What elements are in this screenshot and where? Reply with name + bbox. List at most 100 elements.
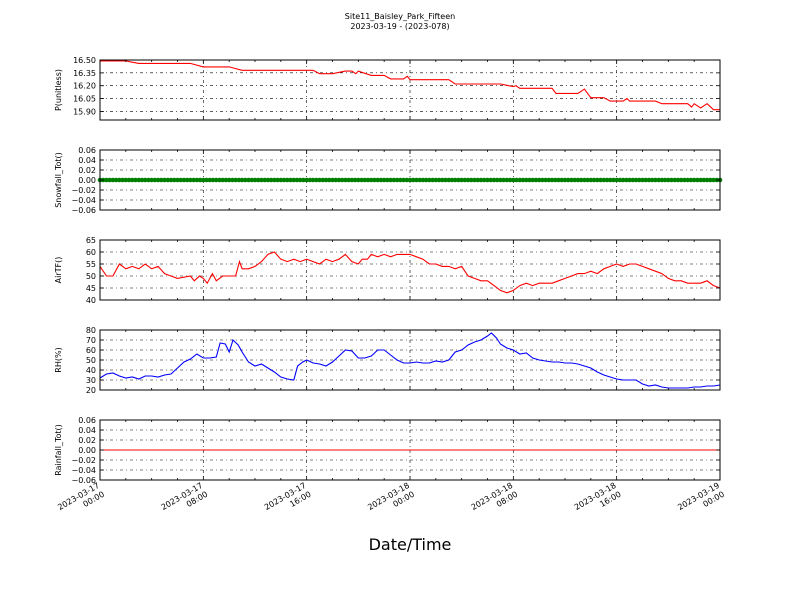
series-marker — [530, 177, 536, 183]
series-marker — [478, 177, 484, 183]
y-tick-label: −0.02 — [71, 456, 96, 465]
series-marker — [162, 177, 167, 183]
series-marker — [456, 177, 461, 183]
series-marker — [498, 177, 503, 183]
chart-panels: 16.50 16.35 16.20 16.05 15.90 P(unitless) 0.06… — [54, 56, 723, 485]
series-marker — [133, 177, 138, 183]
series-marker — [688, 177, 694, 183]
series-marker — [310, 177, 316, 183]
series-marker — [417, 177, 422, 183]
series-marker — [336, 177, 342, 183]
series-marker — [675, 177, 681, 183]
series-marker — [110, 177, 116, 183]
series-marker — [504, 177, 510, 183]
series-marker — [326, 177, 332, 183]
series-marker — [666, 177, 671, 183]
series-marker — [682, 177, 687, 183]
series-marker — [352, 177, 358, 183]
series-marker — [546, 177, 552, 183]
y-tick-label: 0.02 — [78, 166, 96, 175]
series-marker — [701, 177, 707, 183]
series-marker — [514, 177, 519, 183]
series-marker — [372, 177, 377, 183]
y-tick-label: 0.00 — [78, 446, 96, 455]
series-marker — [278, 177, 284, 183]
panel-2: 0.060.040.020.00−0.02−0.04−0.06 Snowfall_… — [54, 146, 723, 215]
series-marker — [604, 177, 610, 183]
y-tick-label: 16.50 — [73, 56, 96, 65]
series-marker — [385, 177, 390, 183]
y-axis-label: Rainfall_Tot() — [54, 424, 63, 476]
series-marker — [268, 177, 274, 183]
series-marker — [436, 177, 442, 183]
series-marker — [656, 177, 661, 183]
series-marker — [469, 177, 474, 183]
y-tick-label: 65 — [86, 236, 96, 245]
series-marker — [691, 177, 697, 183]
series-marker — [443, 177, 448, 183]
series-marker — [146, 177, 151, 183]
series-marker — [578, 177, 584, 183]
y-tick-label: 60 — [86, 346, 96, 355]
series-marker — [662, 177, 668, 183]
series-marker — [288, 177, 293, 183]
series-marker — [139, 177, 145, 183]
series-marker — [565, 177, 571, 183]
y-tick-label: 0.00 — [78, 176, 96, 185]
series-marker — [294, 177, 300, 183]
series-marker — [643, 177, 649, 183]
series-marker — [536, 177, 542, 183]
series-marker — [168, 177, 174, 183]
series-marker — [165, 177, 171, 183]
series-marker — [323, 177, 329, 183]
series-marker — [210, 177, 216, 183]
series-marker — [562, 177, 568, 183]
series-marker — [588, 177, 594, 183]
series-marker — [136, 177, 142, 183]
series-marker — [175, 177, 180, 183]
series-marker — [636, 177, 642, 183]
series-marker — [672, 177, 678, 183]
series-marker — [346, 177, 351, 183]
series-marker — [475, 177, 481, 183]
series-marker — [333, 177, 339, 183]
series-marker — [301, 177, 306, 183]
series-marker — [220, 177, 226, 183]
series-marker — [339, 177, 345, 183]
chart-title-line1: Site11_Baisley_Park_Fifteen — [345, 12, 455, 21]
series-marker — [117, 177, 122, 183]
series-marker — [430, 177, 435, 183]
series-marker — [330, 177, 335, 183]
series-marker — [527, 177, 532, 183]
series-marker — [633, 177, 639, 183]
series-marker — [388, 177, 393, 183]
series-marker — [433, 177, 439, 183]
series-marker — [646, 177, 652, 183]
series-marker — [184, 177, 190, 183]
series-marker — [223, 177, 229, 183]
series-marker — [465, 177, 471, 183]
series-marker — [149, 177, 154, 183]
panel-5: 0.060.040.020.00−0.02−0.04−0.06 Rainfall_… — [54, 416, 721, 485]
series-marker — [314, 177, 319, 183]
series-marker — [391, 177, 397, 183]
series-marker — [678, 177, 684, 183]
series-marker — [265, 177, 271, 183]
series-marker — [398, 177, 403, 183]
series-marker — [401, 177, 406, 183]
series-marker — [272, 177, 277, 183]
y-tick-label: 30 — [86, 376, 96, 385]
series-marker — [582, 177, 587, 183]
series-marker — [284, 177, 290, 183]
series-marker — [381, 177, 387, 183]
y-tick-label: −0.06 — [71, 206, 96, 215]
y-tick-label: 60 — [86, 248, 96, 257]
y-tick-label: 40 — [86, 296, 96, 305]
series-marker — [262, 177, 267, 183]
